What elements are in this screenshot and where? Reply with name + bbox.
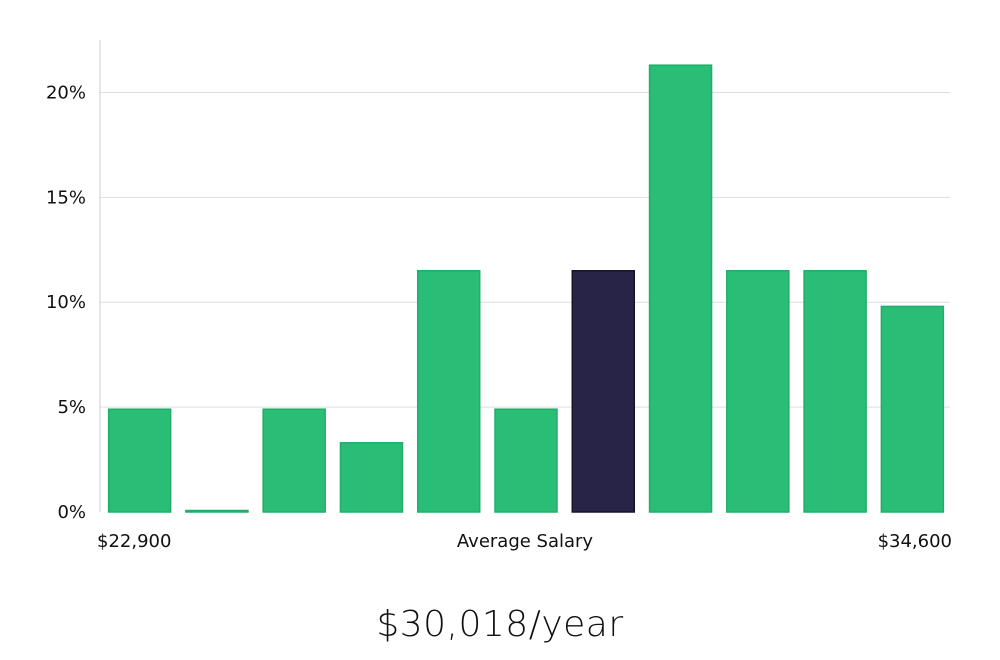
bar (339, 442, 404, 513)
y-tick-labels: 0% 5% 10% 15% 20% (46, 82, 86, 523)
y-tick-label: 0% (57, 502, 86, 523)
bars (107, 64, 945, 513)
bar (416, 270, 481, 513)
bar (185, 509, 249, 513)
y-tick-label: 10% (46, 292, 86, 313)
bar-highlighted (571, 270, 636, 513)
salary-histogram: 0% 5% 10% 15% 20% $22,900 Average Salary $34… (46, 40, 952, 552)
x-min-label: $22,900 (97, 531, 171, 552)
bar (494, 408, 558, 513)
bar (880, 305, 945, 513)
y-tick-label: 15% (46, 187, 86, 208)
y-tick-label: 5% (57, 397, 86, 418)
bar (726, 270, 790, 513)
bar (803, 270, 867, 513)
bar (648, 64, 713, 513)
bar (107, 408, 172, 513)
bar (262, 408, 326, 513)
x-max-label: $34,600 (878, 531, 952, 552)
average-salary-value: $30,018/year (376, 604, 624, 645)
x-axis-label: Average Salary (457, 531, 594, 552)
y-tick-label: 20% (46, 82, 86, 103)
